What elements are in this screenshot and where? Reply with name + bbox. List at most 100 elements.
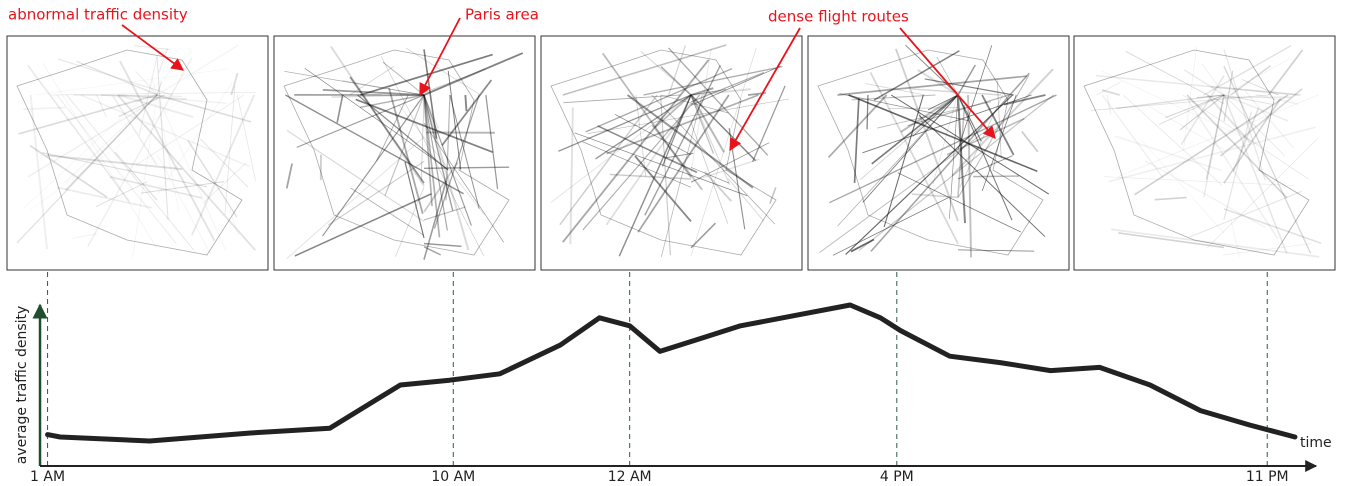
flight-route [230, 72, 239, 96]
flight-route [661, 94, 692, 167]
flight-route [96, 94, 107, 118]
flight-route [837, 75, 1027, 96]
flight-route [349, 66, 395, 96]
flight-route [286, 129, 425, 222]
flight-route [643, 65, 783, 96]
flight-route [1189, 190, 1302, 238]
x-tick-label: 10 AM [431, 469, 475, 485]
flight-route [485, 94, 499, 189]
flight-route [72, 233, 99, 239]
flight-route [848, 94, 1038, 173]
flight-route [46, 154, 183, 171]
flight-route [981, 94, 1015, 156]
flight-route [690, 48, 712, 173]
flight-route [1223, 94, 1288, 254]
flight-route [1222, 243, 1313, 256]
flight-route [609, 173, 692, 180]
flight-route [634, 155, 692, 223]
flight-route [924, 78, 1014, 96]
flight-route [1223, 111, 1253, 220]
flight-route [118, 94, 165, 118]
flight-route [563, 94, 681, 104]
flight-route [284, 70, 425, 96]
flight-route [285, 163, 293, 189]
flight-route [327, 160, 425, 226]
flight-route [911, 193, 959, 199]
flight-route [342, 80, 425, 96]
flight-route [957, 45, 993, 150]
flight-route [360, 94, 425, 109]
flight-route [832, 197, 949, 256]
flight-route [837, 94, 959, 227]
flight-route [907, 94, 1010, 127]
flight-route [606, 94, 759, 155]
flight-route [973, 175, 1020, 178]
flight-route [957, 94, 1013, 221]
flight-route [95, 181, 148, 208]
flight-route [1187, 99, 1279, 240]
flight-route [1108, 126, 1316, 183]
flight-route [917, 69, 959, 96]
flight-route [626, 94, 754, 189]
flight-route [1223, 94, 1286, 157]
flight-route [957, 94, 982, 142]
flight-route [895, 48, 959, 222]
map-content [283, 45, 524, 260]
flight-route [117, 94, 256, 251]
flight-route [136, 94, 245, 166]
flight-route [932, 92, 959, 184]
flight-route [668, 47, 769, 156]
flight-route [690, 94, 715, 154]
flight-route [224, 85, 236, 216]
flight-route [690, 122, 729, 224]
flight-route [1223, 94, 1289, 122]
flight-route [927, 94, 959, 111]
flight-route [1165, 94, 1225, 119]
flight-route [156, 94, 180, 212]
flight-route [690, 89, 726, 96]
flight-route [883, 94, 924, 228]
map-borders [283, 49, 510, 256]
map-borders [1083, 49, 1310, 256]
flight-route [1211, 85, 1302, 96]
flight-route [27, 64, 130, 203]
annotation-arrow [419, 17, 461, 97]
flight-route [109, 176, 203, 199]
flight-route [871, 94, 959, 165]
flight-route [1111, 228, 1320, 258]
flight-route [349, 76, 425, 184]
map-panel [807, 35, 1070, 271]
annotation-arrow [729, 27, 801, 152]
flight-route [690, 87, 714, 96]
flight-route [981, 94, 1017, 192]
flight-route [404, 161, 425, 239]
flight-route [614, 114, 692, 156]
flight-route [42, 63, 158, 249]
flight-route [114, 151, 158, 201]
flight-route [1232, 107, 1260, 173]
flight-route [957, 249, 1035, 252]
flight-route [56, 94, 177, 245]
flight-route [447, 70, 462, 170]
flight-route [420, 94, 425, 182]
flight-route [651, 124, 703, 191]
flight-route [57, 58, 173, 96]
annotation: dense flight routes [768, 8, 909, 26]
flight-route [905, 44, 959, 96]
flight-route [949, 94, 959, 219]
map-borders [817, 49, 1044, 256]
flight-route [237, 94, 256, 182]
flight-route [690, 71, 765, 103]
flight-route [862, 94, 959, 203]
flight-route [690, 65, 781, 106]
flight-route [360, 53, 493, 96]
flight-route [1182, 94, 1310, 180]
flight-route [602, 52, 692, 178]
flight-route [862, 94, 1032, 154]
flight-route [1144, 160, 1266, 229]
flight-route [582, 94, 701, 231]
flight-route [119, 60, 216, 242]
flight-route [1125, 50, 1225, 105]
x-tick-label: 12 AM [608, 469, 652, 485]
flight-route [635, 94, 647, 177]
